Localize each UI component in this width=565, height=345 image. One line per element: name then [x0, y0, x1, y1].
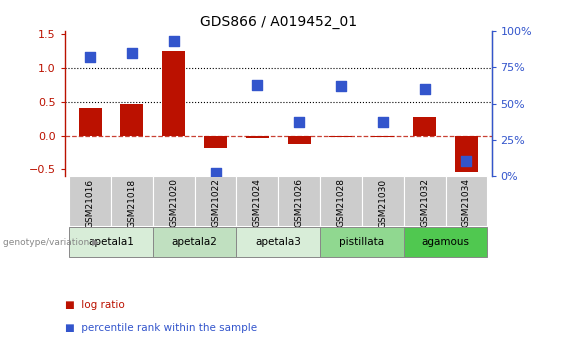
Bar — [153, 227, 236, 257]
Text: GSM21032: GSM21032 — [420, 178, 429, 227]
Bar — [404, 176, 446, 226]
Text: GSM21026: GSM21026 — [295, 178, 303, 227]
Bar — [362, 176, 404, 226]
Text: apetala1: apetala1 — [88, 237, 134, 247]
Bar — [162, 51, 185, 136]
Point — [295, 120, 304, 125]
Point — [337, 83, 346, 89]
Point — [379, 120, 388, 125]
Text: GSM21016: GSM21016 — [85, 178, 94, 228]
Text: GSM21020: GSM21020 — [169, 178, 178, 227]
Text: GSM21034: GSM21034 — [462, 178, 471, 227]
Point — [462, 159, 471, 164]
Bar — [236, 176, 279, 226]
Bar — [153, 176, 194, 226]
Bar — [120, 104, 144, 136]
Bar — [413, 117, 436, 136]
Text: pistillata: pistillata — [340, 237, 384, 247]
Point — [127, 50, 136, 56]
Text: ■  percentile rank within the sample: ■ percentile rank within the sample — [65, 323, 257, 333]
Text: GSM21028: GSM21028 — [337, 178, 345, 227]
Bar — [204, 136, 227, 148]
Text: GSM21030: GSM21030 — [379, 178, 388, 228]
Bar — [320, 176, 362, 226]
Text: genotype/variation ▶: genotype/variation ▶ — [3, 238, 99, 247]
Bar — [79, 108, 102, 136]
Bar — [69, 176, 111, 226]
Text: GSM21018: GSM21018 — [127, 178, 136, 228]
Bar — [320, 227, 404, 257]
Bar — [329, 136, 353, 137]
Point — [169, 38, 178, 44]
Point — [420, 86, 429, 92]
Text: ■  log ratio: ■ log ratio — [65, 300, 125, 310]
Bar — [404, 227, 488, 257]
Bar — [246, 136, 269, 138]
Bar — [446, 176, 488, 226]
Bar — [69, 227, 153, 257]
Text: apetala3: apetala3 — [255, 237, 301, 247]
Bar — [288, 136, 311, 144]
Text: apetala2: apetala2 — [172, 237, 218, 247]
Bar — [371, 136, 394, 137]
Bar — [455, 136, 478, 172]
Text: GSM21024: GSM21024 — [253, 178, 262, 227]
Title: GDS866 / A019452_01: GDS866 / A019452_01 — [199, 14, 357, 29]
Bar — [236, 227, 320, 257]
Point — [211, 170, 220, 176]
Bar — [111, 176, 153, 226]
Text: agamous: agamous — [421, 237, 470, 247]
Bar — [194, 176, 236, 226]
Bar — [279, 176, 320, 226]
Point — [253, 82, 262, 87]
Point — [85, 55, 94, 60]
Text: GSM21022: GSM21022 — [211, 178, 220, 227]
